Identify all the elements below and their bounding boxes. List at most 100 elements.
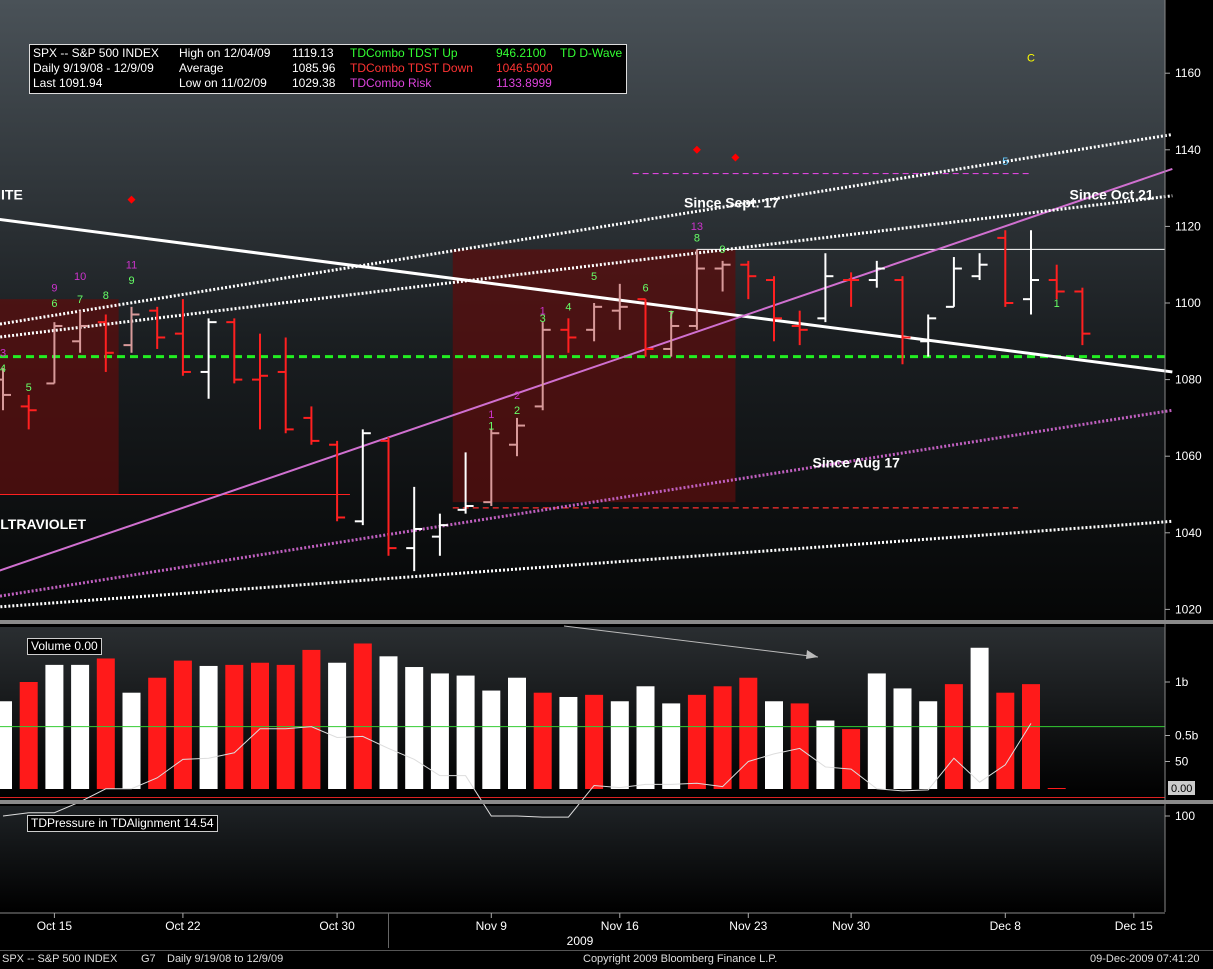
ohlc-bar — [97, 314, 114, 372]
td-count-label: 3 — [0, 348, 6, 360]
volume-bar — [0, 701, 12, 789]
ohlc-bar — [252, 333, 268, 430]
signal-marker — [731, 153, 740, 162]
td-count-label: 9 — [720, 244, 726, 256]
legend-col-td: TDCombo TDST Up TDCombo TDST Down TDComb… — [350, 46, 473, 91]
x-tick-label: Nov 30 — [832, 919, 870, 933]
trendline — [0, 218, 1173, 374]
td-count-label: 1 — [1054, 298, 1060, 310]
td-count-label: 3 — [540, 313, 546, 325]
volume-bar — [765, 701, 783, 789]
price-legend: SPX -- S&P 500 INDEX Daily 9/19/08 - 12/… — [29, 44, 627, 94]
legend-average-value: 1085.96 — [292, 61, 336, 75]
price-tick-label: 1040 — [1175, 526, 1202, 540]
ohlc-bar — [431, 513, 448, 556]
legend-td-risk-value: 1133.8999 — [496, 76, 552, 90]
legend-tdst-down: TDCombo TDST Down — [350, 61, 473, 75]
ohlc-bar — [457, 452, 474, 514]
x-year-label: 2009 — [567, 934, 594, 948]
annotation-label: S WHITE — [0, 187, 23, 203]
td-count-label: 1 — [540, 305, 546, 317]
td-count-label: 1 — [488, 409, 494, 421]
legend-tdst-up: TDCombo TDST Up — [350, 46, 458, 60]
x-tick-label: Dec 15 — [1115, 919, 1153, 933]
legend-tdst-down-value: 1046.5000 — [496, 61, 553, 75]
legend-tdst-up-value: 946.2100 — [496, 46, 547, 60]
x-tick-label: Dec 8 — [990, 919, 1022, 933]
volume-bar — [430, 673, 449, 789]
legend-low-label: Low on 11/02/09 — [179, 76, 267, 90]
ohlc-bar — [688, 249, 705, 330]
legend-instrument: SPX -- S&P 500 INDEX — [33, 46, 159, 60]
volume-bar — [328, 662, 347, 789]
td-count-label: 5 — [26, 382, 32, 394]
annotation-label: Since Oct 21 — [1070, 187, 1154, 203]
volume-bar — [405, 667, 424, 789]
volume-bar — [790, 703, 809, 789]
legend-high-label: High on 12/04/09 — [179, 46, 271, 60]
volume-bar — [944, 684, 963, 789]
td-count-label: 13 — [691, 221, 703, 233]
ohlc-bar — [920, 314, 937, 357]
x-tick-label: Nov 16 — [601, 919, 639, 933]
price-tick-label: 1060 — [1175, 449, 1202, 463]
pressure-legend: TDPressure in TDAlignment 14.54 — [27, 815, 218, 832]
x-tick-label: Nov 9 — [476, 919, 508, 933]
td-count-label: 7 — [668, 309, 674, 321]
volume-zero-label: 0.00 — [1171, 783, 1192, 795]
legend-td-risk: TDCombo Risk — [350, 76, 432, 90]
volume-bar — [867, 673, 886, 789]
td-count-label: 11 — [126, 260, 137, 272]
volume-bar — [636, 686, 655, 789]
ohlc-bar — [406, 486, 423, 572]
price-tick-label: 1140 — [1175, 143, 1201, 157]
volume-zero-badge — [1168, 781, 1195, 795]
legend-average-label: Average — [179, 61, 224, 75]
legend-high-value: 1119.13 — [292, 46, 334, 60]
volume-bar — [816, 720, 835, 789]
ohlc-bar — [791, 310, 808, 346]
volume-bar — [996, 692, 1015, 789]
signal-marker — [127, 195, 136, 204]
td-count-label: 9 — [128, 275, 134, 287]
ohlc-bar — [1074, 287, 1091, 346]
pressure-tick-label: 100 — [1175, 809, 1195, 823]
volume-bar — [970, 647, 989, 789]
volume-bar — [842, 729, 861, 789]
volume-bar — [379, 656, 398, 789]
x-tick-label: Nov 23 — [729, 919, 767, 933]
trendline — [0, 519, 1173, 609]
td-count-label: 5 — [591, 271, 597, 283]
ohlc-bar — [46, 322, 63, 385]
ohlc-bar — [740, 260, 757, 300]
legend-col-stats: High on 12/04/09 Average Low on 11/02/09 — [179, 46, 270, 91]
legend-range: Daily 9/19/08 - 12/9/09 — [33, 61, 154, 75]
ohlc-bar — [817, 253, 834, 323]
ohlc-bar — [1048, 264, 1065, 300]
volume-bar — [662, 703, 681, 789]
footer-g7: G7 — [141, 953, 156, 965]
price-tick-label: 1020 — [1175, 602, 1202, 616]
volume-bar — [919, 701, 938, 789]
panel-separator — [0, 620, 1213, 624]
td-count-label: 1 — [488, 420, 494, 432]
volume-bar — [610, 701, 629, 789]
td-count-label: 6 — [642, 283, 648, 295]
volume-bar — [687, 694, 706, 789]
ohlc-bar — [971, 253, 988, 281]
ohlc-bar — [277, 337, 294, 434]
ohlc-bar — [149, 306, 166, 349]
legend-col-dwave: TD D-Wave — [560, 46, 622, 61]
footer-instrument: SPX -- S&P 500 INDEX — [2, 953, 118, 965]
volume-bar — [122, 692, 141, 789]
volume-tick-label: 1b — [1175, 675, 1189, 689]
volume-bar — [482, 690, 501, 789]
volume-legend: Volume 0.00 — [27, 638, 102, 655]
ohlc-bar — [303, 406, 320, 445]
legend-col-td-values: 946.2100 1046.5000 1133.8999 — [496, 46, 553, 91]
shaded-zone — [0, 299, 119, 495]
ohlc-bar — [226, 318, 243, 384]
ohlc-bar — [894, 276, 911, 365]
x-axis-bg — [0, 912, 1213, 950]
